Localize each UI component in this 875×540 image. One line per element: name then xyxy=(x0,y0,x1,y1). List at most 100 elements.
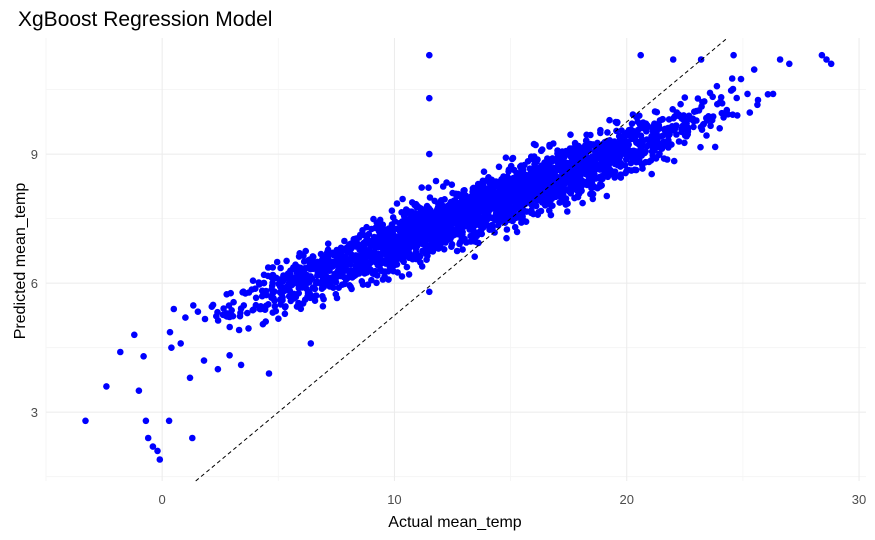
data-point xyxy=(277,264,284,272)
data-point xyxy=(338,269,346,276)
data-point xyxy=(244,309,251,317)
data-point xyxy=(177,340,184,347)
data-point xyxy=(320,295,327,303)
data-point xyxy=(418,184,426,191)
x-axis-title: Actual mean_temp xyxy=(388,514,522,531)
data-point xyxy=(214,317,222,324)
data-point xyxy=(416,225,423,232)
data-point xyxy=(407,209,414,217)
data-point xyxy=(398,228,405,235)
data-point xyxy=(349,268,357,276)
data-point xyxy=(675,138,683,145)
data-point xyxy=(364,281,372,289)
data-point xyxy=(170,305,178,313)
data-point xyxy=(295,299,302,307)
data-point xyxy=(681,94,689,101)
data-point xyxy=(319,284,327,291)
data-point xyxy=(166,328,174,336)
data-point xyxy=(508,155,516,163)
data-point xyxy=(341,280,348,288)
data-point xyxy=(426,288,433,296)
x-tick-label: 20 xyxy=(620,492,634,507)
data-point xyxy=(598,161,605,169)
data-point xyxy=(312,292,320,299)
data-point xyxy=(440,246,448,253)
data-point xyxy=(269,279,276,287)
data-point xyxy=(603,148,610,156)
data-point xyxy=(453,199,460,207)
data-point xyxy=(685,112,693,120)
data-point xyxy=(226,323,233,331)
data-point xyxy=(478,230,486,238)
data-point xyxy=(468,205,475,213)
data-point xyxy=(611,168,619,175)
data-point xyxy=(432,177,440,185)
data-point xyxy=(612,118,620,126)
reference-line xyxy=(195,37,728,482)
data-point xyxy=(596,144,603,151)
data-point xyxy=(388,207,396,214)
data-point xyxy=(590,173,598,180)
data-point xyxy=(480,221,488,229)
y-tick-label: 6 xyxy=(31,276,38,291)
data-point xyxy=(517,201,525,209)
data-point xyxy=(482,187,490,195)
data-point xyxy=(405,271,413,278)
data-point xyxy=(559,198,566,205)
data-point xyxy=(477,215,485,223)
data-point xyxy=(682,117,689,124)
data-point xyxy=(358,254,365,261)
data-point xyxy=(367,237,375,245)
data-point xyxy=(269,290,276,297)
y-tick-label: 9 xyxy=(31,147,38,162)
data-point xyxy=(396,244,403,251)
data-point xyxy=(324,240,332,247)
data-point xyxy=(514,172,522,179)
data-point xyxy=(319,303,327,310)
data-point xyxy=(154,447,161,455)
data-point xyxy=(543,175,551,183)
data-point xyxy=(727,87,735,94)
data-point xyxy=(698,126,706,133)
data-point xyxy=(407,242,414,249)
data-point xyxy=(583,157,590,164)
data-point xyxy=(290,295,298,302)
data-point xyxy=(550,140,557,147)
data-point xyxy=(149,443,157,450)
data-point xyxy=(292,261,299,269)
data-point xyxy=(459,231,466,238)
data-point xyxy=(557,154,564,161)
data-point xyxy=(260,271,268,279)
data-point xyxy=(669,106,676,113)
y-tick-label: 3 xyxy=(31,405,38,420)
data-point xyxy=(656,125,663,132)
data-point xyxy=(554,188,561,196)
data-point xyxy=(209,301,217,309)
data-point xyxy=(392,248,399,256)
data-point xyxy=(389,232,396,240)
data-point xyxy=(608,143,615,150)
data-point xyxy=(306,278,313,286)
data-point xyxy=(282,303,289,310)
data-point xyxy=(467,211,475,219)
data-point xyxy=(324,278,332,286)
data-point xyxy=(457,238,464,246)
data-point xyxy=(823,56,830,63)
data-point xyxy=(406,251,414,259)
data-point xyxy=(373,251,381,259)
data-point xyxy=(403,263,411,271)
data-point xyxy=(694,95,702,102)
data-point xyxy=(379,221,387,228)
data-point xyxy=(352,252,360,259)
data-point xyxy=(480,168,488,175)
data-point xyxy=(764,91,772,98)
data-point xyxy=(713,82,721,90)
data-point xyxy=(388,258,396,266)
data-point xyxy=(511,223,519,231)
data-point xyxy=(437,201,445,209)
data-point xyxy=(704,117,711,124)
gridlines xyxy=(45,38,866,481)
data-point xyxy=(360,239,368,247)
data-point xyxy=(537,147,545,155)
data-point xyxy=(659,115,666,123)
